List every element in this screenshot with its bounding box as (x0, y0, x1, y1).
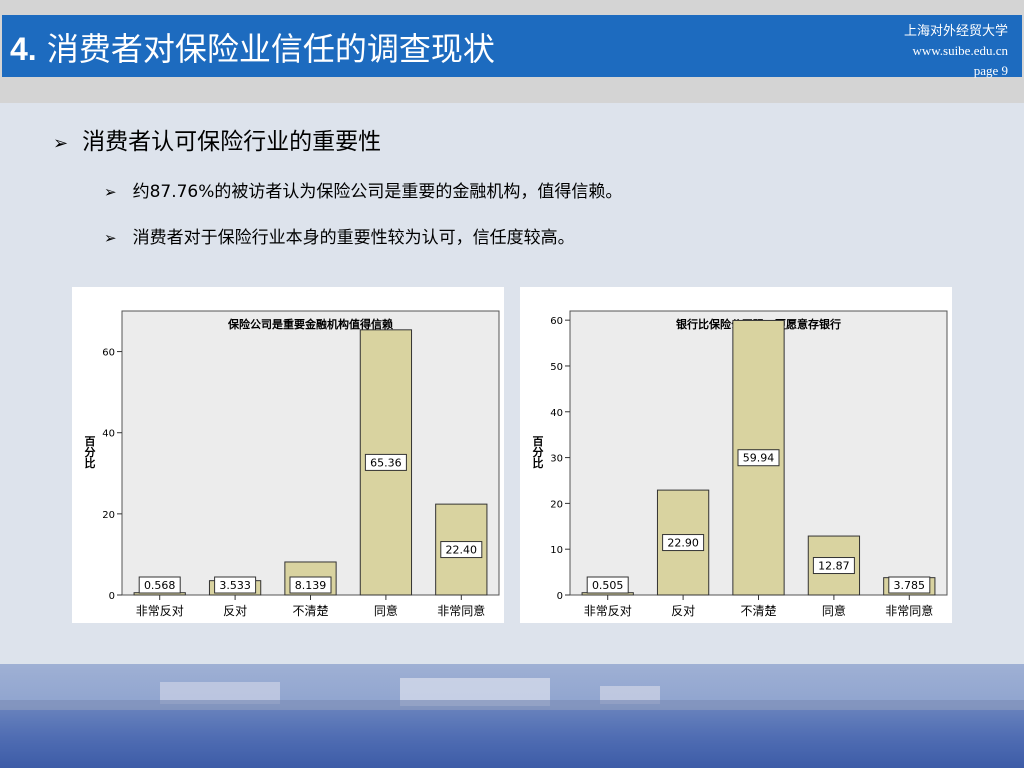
sub-point: ➢ 约87.76%的被访者认为保险公司是重要的金融机构，值得信赖。 (104, 177, 622, 202)
data-label: 59.94 (743, 452, 775, 465)
y-tick-label: 30 (550, 454, 563, 465)
main-point-text: 消费者认可保险行业的重要性 (82, 129, 382, 155)
slide-header: 4. 消费者对保险业信任的调查现状 上海对外经贸大学 www.suibe.edu… (0, 0, 1024, 103)
x-tick-label: 反对 (671, 604, 695, 618)
data-label: 22.40 (446, 544, 478, 557)
y-tick-label: 40 (550, 408, 563, 419)
sub-point-text: 约87.76%的被访者认为保险公司是重要的金融机构，值得信赖。 (132, 182, 623, 202)
sub-point: ➢ 消费者对于保险行业本身的重要性较为认可，信任度较高。 (104, 223, 575, 248)
data-label-box (289, 576, 332, 594)
bar-chart-bank: 银行比保险公司强，更愿意存银行百分比0102030405060非常反对0.505… (533, 310, 948, 618)
university-info: 上海对外经贸大学 www.suibe.edu.cn page 9 (904, 21, 1008, 81)
y-tick-label: 60 (102, 348, 115, 359)
data-label: 3.785 (894, 579, 926, 592)
data-label: 8.139 (295, 579, 327, 592)
data-label-box (888, 576, 931, 594)
title-number: 4. (10, 31, 37, 67)
data-label-box (737, 449, 780, 467)
chart-title: 保险公司是重要金融机构值得信赖 (227, 317, 393, 331)
title-text: 消费者对保险业信任的调查现状 (46, 30, 495, 68)
chart-panel-bank: 银行比保险公司强，更愿意存银行百分比0102030405060非常反对0.505… (520, 287, 952, 623)
data-label: 3.533 (219, 579, 251, 592)
main-point: ➢ 消费者认可保险行业的重要性 (53, 122, 381, 156)
data-label-box (586, 576, 629, 594)
bullet-arrow-icon: ➢ (104, 183, 117, 201)
chart-panel-trust: 保险公司是重要金融机构值得信赖百分比 0 20 40 60 非常反对 0.568 反对 3.53… (72, 287, 504, 623)
slide-title: 4. 消费者对保险业信任的调查现状 (10, 24, 495, 70)
x-tick-label: 不清楚 (740, 604, 776, 618)
data-label-box (662, 534, 705, 552)
y-axis-label: 百分比 (533, 435, 544, 470)
bullet-arrow-icon: ➢ (104, 229, 117, 247)
page-number: page 9 (973, 63, 1008, 78)
x-tick-label: 非常同意 (885, 603, 933, 618)
x-tick-label: 同意 (822, 603, 846, 618)
data-label: 65.36 (370, 456, 402, 469)
y-tick-label: 40 (102, 429, 115, 440)
y-tick-label: 10 (550, 545, 563, 556)
data-label: 0.505 (592, 579, 624, 592)
data-label-box (364, 453, 407, 471)
x-tick-label: 非常同意 (437, 603, 485, 618)
campus-scene (0, 678, 1024, 768)
y-tick-label: 50 (550, 362, 563, 373)
sub-point-text: 消费者对于保险行业本身的重要性较为认可，信任度较高。 (132, 228, 575, 248)
x-tick-label: 不清楚 (292, 604, 328, 618)
title-bar (2, 15, 1022, 77)
x-tick-label: 同意 (374, 603, 398, 618)
data-label: 12.87 (818, 560, 850, 573)
data-label-box (812, 557, 855, 575)
y-tick-label: 20 (550, 499, 563, 510)
university-name: 上海对外经贸大学 (903, 23, 1008, 38)
bullet-arrow-icon: ➢ (53, 133, 69, 154)
y-tick-label: 0 (557, 591, 563, 602)
x-tick-label: 反对 (223, 604, 247, 618)
campus-photo-banner (0, 664, 1024, 768)
x-tick-label: 非常反对 (584, 604, 632, 618)
y-tick-label: 60 (550, 316, 563, 327)
data-label-box (214, 576, 257, 594)
y-tick-label: 20 (102, 510, 115, 521)
y-tick-label: 0 (109, 591, 115, 602)
university-website: www.suibe.edu.cn (912, 43, 1008, 58)
data-label-box (138, 576, 181, 594)
y-axis-label: 百分比 (85, 435, 96, 470)
data-label: 0.568 (144, 579, 176, 592)
x-tick-label: 非常反对 (136, 604, 184, 618)
data-label: 22.90 (667, 537, 699, 550)
data-label-box (440, 541, 483, 559)
